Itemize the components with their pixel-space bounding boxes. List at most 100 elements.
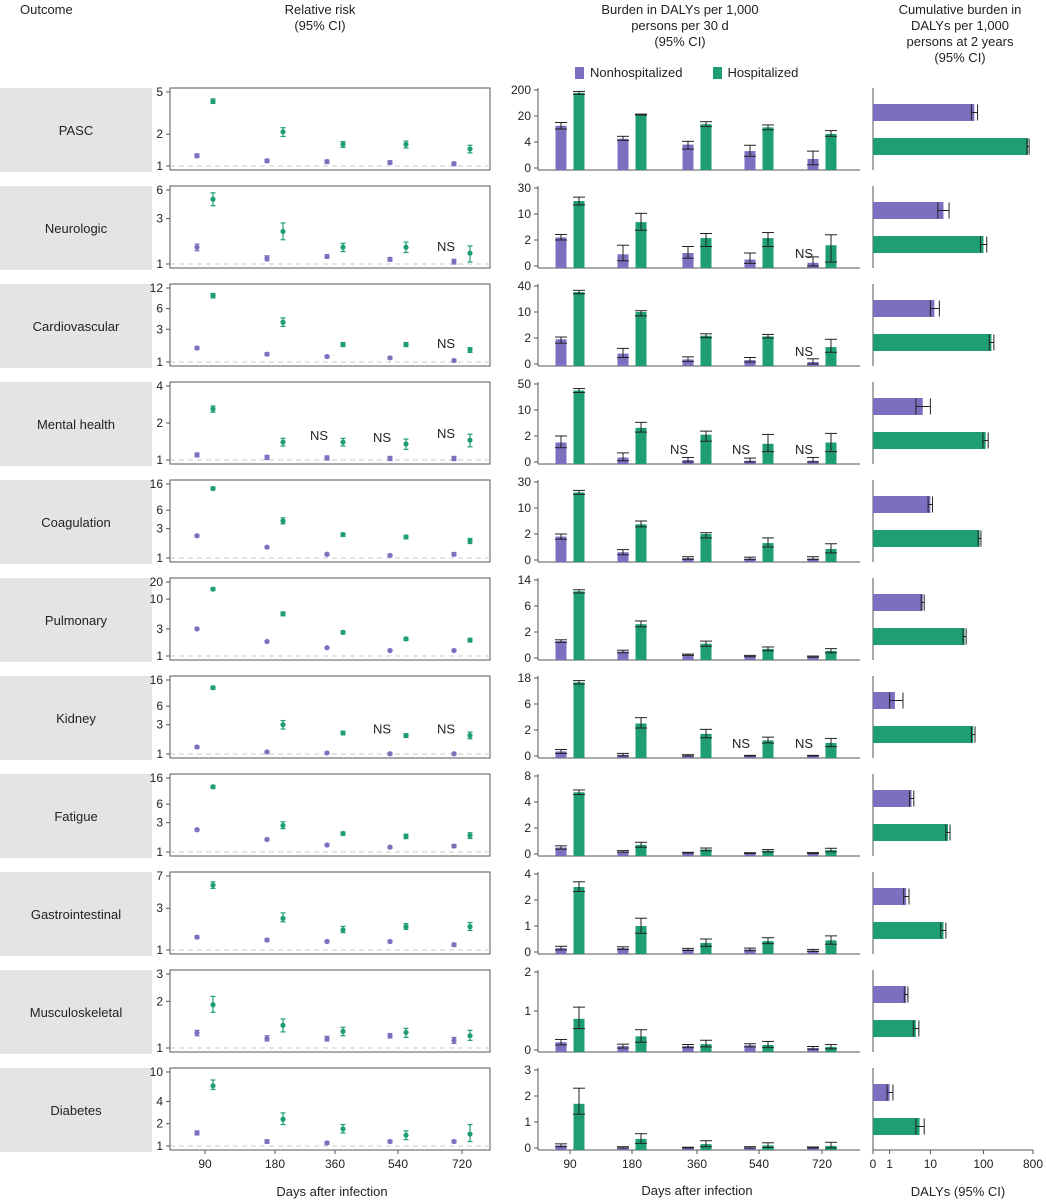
outcome-label-musculoskeletal: Musculoskeletal	[0, 970, 152, 1054]
burden-tick-label: 1	[524, 1115, 531, 1129]
rr-point	[451, 1037, 457, 1043]
rr-point	[194, 345, 200, 351]
burden-bar	[573, 201, 585, 268]
burden-tick-label: 2	[524, 527, 531, 541]
burden-bar	[807, 1147, 819, 1150]
rr-point	[280, 915, 286, 921]
burden-bar	[744, 1147, 756, 1150]
rr-point	[403, 924, 409, 930]
rr-tick-label: 1	[156, 943, 163, 957]
rr-panel-frame	[169, 185, 491, 269]
outcome-header: Outcome	[20, 2, 73, 17]
cum-bar	[873, 1118, 920, 1135]
rr-tick-label: 7	[156, 869, 163, 883]
burden-bar	[700, 849, 712, 856]
burden-bar	[617, 1046, 629, 1052]
burden-bar	[807, 558, 819, 562]
burden-tick-label: 0	[524, 1141, 531, 1155]
rr-panel-frame	[169, 773, 491, 857]
rr-point	[467, 637, 473, 643]
rr-point	[467, 1033, 473, 1039]
rr-point	[280, 228, 286, 235]
rr-point	[210, 98, 216, 104]
rr-ns-label: NS	[373, 722, 391, 737]
rr-point	[194, 744, 200, 750]
burden-ns-label: NS	[795, 442, 813, 457]
rr-point	[451, 942, 457, 948]
cum-bar	[873, 432, 986, 449]
burden-tick-label: 2	[524, 625, 531, 639]
rr-x-axis-title: Days after infection	[276, 1184, 388, 1199]
rr-panel-frame	[169, 969, 491, 1053]
burden-tick-label: 30	[518, 181, 532, 195]
burden-tick-label: 10	[518, 207, 532, 221]
rr-point	[210, 406, 216, 412]
rr-tick-label: 1	[156, 649, 163, 663]
burden-tick-label: 8	[524, 769, 531, 783]
burden-tick-label: 0	[524, 1043, 531, 1057]
legend-nonhosp-label: Nonhospitalized	[590, 65, 683, 80]
rr-point	[387, 455, 393, 462]
rr-tick-label: 1	[156, 747, 163, 761]
burden-ns-label: NS	[670, 442, 688, 457]
burden-bar	[825, 743, 837, 758]
rr-tick-label: 1	[156, 257, 163, 271]
rr-point	[387, 751, 393, 757]
rr-point	[340, 1126, 346, 1132]
burden-bar	[555, 641, 567, 660]
burden-bar	[807, 756, 819, 758]
rr-point	[387, 1138, 393, 1145]
cum-bar	[873, 1020, 916, 1037]
rr-point	[194, 1030, 200, 1036]
rr-tick-label: 16	[150, 673, 164, 687]
rr-point	[210, 685, 216, 691]
rr-point	[194, 533, 200, 539]
rr-point	[210, 485, 216, 492]
burden-bar	[762, 941, 774, 954]
rr-panel-frame	[169, 87, 491, 171]
burden-bar	[635, 844, 647, 856]
rr-point	[451, 551, 457, 557]
rr-point	[387, 355, 393, 361]
rr-panel-frame	[169, 675, 491, 759]
burden-bar	[617, 552, 629, 562]
rr-point	[194, 934, 200, 940]
rr-point	[451, 455, 457, 462]
burden-tick-label: 6	[524, 599, 531, 613]
cum-x-axis-title: DALYs (95% CI)	[910, 1184, 1006, 1199]
burden-bar	[573, 591, 585, 660]
rr-panel-frame	[169, 381, 491, 465]
rr-point	[467, 437, 473, 443]
rr-point	[451, 1138, 457, 1145]
rr-point	[451, 647, 457, 654]
cum-bar	[873, 138, 1029, 155]
burden-bar	[682, 1147, 694, 1150]
cum-x-tick-label: 1	[886, 1157, 893, 1171]
burden-tick-label: 2	[524, 331, 531, 345]
burden-bar	[617, 651, 629, 660]
burden-bar	[762, 127, 774, 170]
burden-bar	[682, 253, 694, 268]
burden-bar	[555, 1145, 567, 1150]
burden-tick-label: 0	[524, 259, 531, 273]
burden-bar	[825, 548, 837, 562]
cum-bar	[873, 628, 965, 645]
rr-point	[324, 159, 330, 165]
rr-point	[451, 161, 457, 167]
rr-ns-label: NS	[437, 336, 455, 351]
legend-hosp-swatch	[712, 66, 722, 79]
rr-point	[467, 832, 473, 839]
outcome-label-pulmonary: Pulmonary	[0, 578, 152, 662]
rr-point	[387, 1033, 393, 1039]
cum-bar	[873, 1084, 890, 1101]
rr-point	[324, 938, 330, 945]
burden-bar	[573, 1103, 585, 1150]
rr-tick-label: 3	[156, 901, 163, 915]
burden-tick-label: 0	[524, 553, 531, 567]
burden-bar	[762, 336, 774, 366]
rr-x-tick-label: 540	[388, 1157, 408, 1171]
rr-point	[387, 552, 393, 559]
burden-bar	[635, 312, 647, 366]
rr-tick-label: 3	[156, 718, 163, 732]
burden-bar	[744, 360, 756, 366]
